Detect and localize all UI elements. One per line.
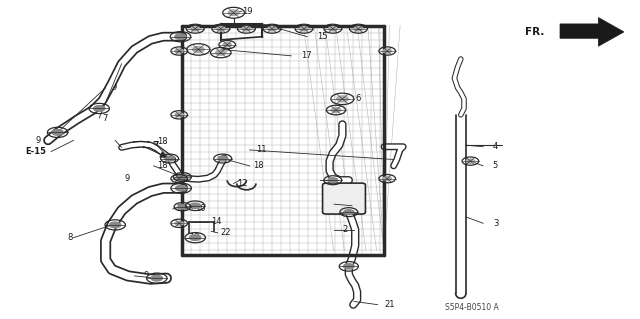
- Text: 17: 17: [301, 51, 312, 60]
- Circle shape: [177, 174, 188, 180]
- Text: 9: 9: [35, 136, 40, 145]
- Circle shape: [189, 235, 201, 241]
- Text: 18: 18: [157, 161, 168, 170]
- Circle shape: [164, 156, 175, 161]
- Circle shape: [328, 178, 338, 183]
- Text: E-15: E-15: [26, 147, 47, 156]
- Circle shape: [178, 204, 187, 209]
- Circle shape: [354, 26, 363, 31]
- Text: 7: 7: [102, 114, 108, 122]
- Text: S5P4-B0510 A: S5P4-B0510 A: [445, 303, 499, 312]
- Text: 12: 12: [237, 179, 247, 188]
- Circle shape: [52, 130, 63, 135]
- Circle shape: [216, 26, 225, 31]
- Text: 21: 21: [384, 300, 394, 309]
- Circle shape: [223, 43, 232, 47]
- Circle shape: [268, 26, 276, 31]
- Circle shape: [383, 49, 392, 53]
- Circle shape: [383, 177, 392, 181]
- Text: 5: 5: [493, 161, 498, 170]
- Bar: [182, 26, 384, 255]
- Circle shape: [216, 50, 226, 55]
- Circle shape: [93, 106, 105, 111]
- Text: 9: 9: [125, 174, 130, 183]
- Text: 22: 22: [221, 228, 231, 237]
- Text: 14: 14: [211, 217, 221, 226]
- Circle shape: [191, 26, 200, 31]
- Circle shape: [175, 49, 184, 53]
- Circle shape: [300, 26, 308, 31]
- Text: 11: 11: [256, 145, 266, 154]
- Text: 10: 10: [195, 204, 205, 213]
- Text: ATM-7: ATM-7: [131, 141, 161, 150]
- Circle shape: [344, 210, 354, 215]
- Circle shape: [109, 222, 121, 228]
- Circle shape: [175, 34, 186, 40]
- Text: 23: 23: [176, 204, 187, 213]
- Circle shape: [218, 156, 228, 161]
- Text: 9: 9: [112, 83, 117, 92]
- Circle shape: [344, 264, 354, 269]
- Text: 3: 3: [493, 219, 498, 228]
- Text: 13: 13: [189, 233, 200, 242]
- Circle shape: [190, 203, 200, 208]
- Text: FR.: FR.: [525, 27, 544, 37]
- Text: 15: 15: [317, 32, 327, 41]
- Text: 18: 18: [253, 161, 264, 170]
- Text: 8: 8: [67, 233, 72, 242]
- Text: 9: 9: [144, 271, 149, 280]
- Circle shape: [332, 108, 341, 113]
- Circle shape: [328, 26, 337, 31]
- FancyBboxPatch shape: [323, 183, 365, 214]
- Text: 6: 6: [355, 94, 360, 103]
- Circle shape: [175, 221, 184, 225]
- Circle shape: [175, 185, 187, 191]
- Circle shape: [242, 26, 251, 31]
- Circle shape: [175, 177, 184, 181]
- Text: 2: 2: [342, 225, 348, 234]
- Text: 1: 1: [342, 185, 348, 194]
- Text: 4: 4: [493, 142, 498, 151]
- Text: 18: 18: [157, 137, 168, 146]
- Text: 20: 20: [342, 200, 353, 209]
- Text: 19: 19: [242, 7, 252, 16]
- Circle shape: [151, 275, 163, 281]
- Circle shape: [466, 159, 475, 163]
- Text: 16: 16: [326, 176, 337, 185]
- Circle shape: [175, 113, 184, 117]
- Circle shape: [193, 47, 204, 52]
- Circle shape: [228, 10, 239, 15]
- Bar: [182, 26, 384, 255]
- Circle shape: [337, 96, 348, 102]
- Polygon shape: [560, 18, 624, 46]
